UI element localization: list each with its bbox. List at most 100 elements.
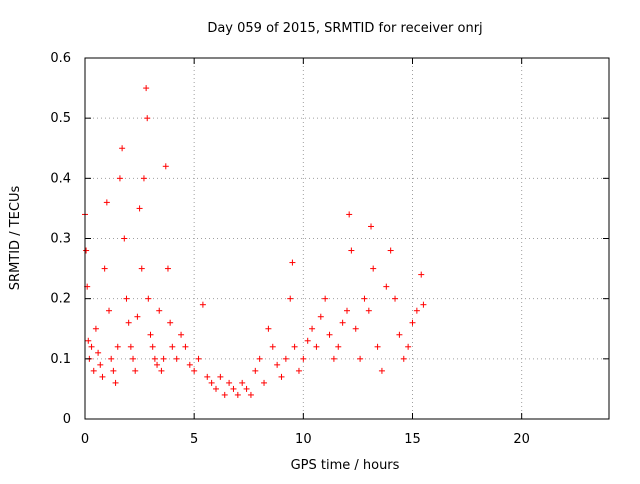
data-point: [221, 391, 228, 398]
data-point: [313, 343, 320, 350]
data-point: [106, 307, 113, 314]
x-tick-label: 5: [190, 432, 198, 447]
data-point: [287, 295, 294, 302]
data-point: [85, 337, 92, 344]
data-point: [291, 343, 298, 350]
data-point: [136, 205, 143, 212]
data-point: [114, 343, 121, 350]
plot-frame: [84, 57, 610, 420]
data-point: [252, 367, 259, 374]
data-point: [383, 283, 390, 290]
data-point: [164, 265, 171, 272]
data-point: [289, 259, 296, 266]
data-point: [413, 307, 420, 314]
data-point: [158, 367, 165, 374]
data-point: [274, 361, 281, 368]
data-point: [95, 349, 102, 356]
data-point: [392, 295, 399, 302]
data-point: [173, 355, 180, 362]
x-tick-label: 10: [295, 432, 312, 447]
data-point: [261, 379, 268, 386]
data-point: [88, 343, 95, 350]
data-point: [344, 307, 350, 314]
data-point: [162, 163, 169, 170]
data-point: [90, 367, 97, 374]
data-point: [208, 379, 215, 386]
y-axis-ticks: 0 0.1 0.2 0.3 0.4 0.5 0.6: [50, 51, 609, 427]
data-point: [326, 331, 333, 338]
data-point: [143, 85, 150, 92]
data-point: [103, 199, 110, 206]
x-tick-label: 0: [81, 432, 89, 447]
data-point: [400, 355, 407, 362]
data-point: [405, 343, 412, 350]
data-point: [125, 319, 132, 326]
data-point: [97, 361, 104, 368]
data-point: [112, 379, 119, 386]
y-axis-label: SRMTID / TECUs: [8, 186, 23, 291]
data-point: [409, 319, 416, 326]
data-point: [304, 337, 311, 344]
data-point: [374, 343, 381, 350]
data-point: [278, 373, 285, 380]
data-point: [357, 355, 364, 362]
data-point: [230, 385, 237, 392]
data-point: [138, 265, 145, 272]
x-axis-ticks: 0 5 10 15 20: [81, 58, 530, 447]
data-point: [169, 343, 176, 350]
data-point: [147, 331, 154, 338]
data-point: [239, 379, 246, 386]
data-point: [204, 373, 211, 380]
y-tick-label: 0.6: [50, 51, 71, 66]
data-point: [346, 211, 353, 218]
data-point: [130, 355, 137, 362]
data-point: [149, 343, 156, 350]
data-point: [134, 313, 141, 320]
data-point: [178, 331, 185, 338]
data-point: [300, 355, 307, 362]
data-point: [226, 379, 233, 386]
data-point: [335, 343, 342, 350]
data-point: [186, 361, 193, 368]
data-point: [370, 265, 377, 272]
x-axis-label: GPS time / hours: [291, 458, 400, 473]
data-point: [101, 265, 108, 272]
x-tick-label: 20: [513, 432, 530, 447]
data-point: [154, 361, 161, 368]
data-point: [199, 301, 206, 308]
data-point: [110, 367, 117, 374]
data-point: [195, 355, 202, 362]
data-point: [352, 325, 359, 332]
data-point: [92, 325, 99, 332]
data-point: [99, 373, 106, 380]
data-point: [182, 343, 189, 350]
data-point: [317, 313, 324, 320]
data-point: [160, 355, 167, 362]
data-point: [378, 367, 385, 374]
data-point: [144, 115, 151, 122]
data-point: [213, 385, 219, 392]
data-point: [167, 319, 174, 326]
data-point: [156, 307, 163, 314]
data-point: [83, 247, 90, 254]
data-point: [387, 247, 394, 254]
y-tick-label: 0.2: [50, 292, 71, 307]
data-point: [191, 367, 198, 374]
data-point: [418, 271, 425, 278]
data-point: [322, 295, 329, 302]
data-point: [234, 391, 241, 398]
data-point: [145, 295, 152, 302]
data-point: [269, 343, 276, 350]
data-point: [217, 373, 224, 380]
data-point: [247, 391, 254, 398]
data-point: [361, 295, 368, 302]
data-point: [365, 307, 372, 314]
data-point: [256, 355, 263, 362]
data-point: [151, 355, 158, 362]
x-tick-label: 15: [404, 432, 421, 447]
data-point: [348, 247, 355, 254]
chart-title: Day 059 of 2015, SRMTID for receiver onr…: [207, 21, 482, 36]
data-point: [282, 355, 289, 362]
